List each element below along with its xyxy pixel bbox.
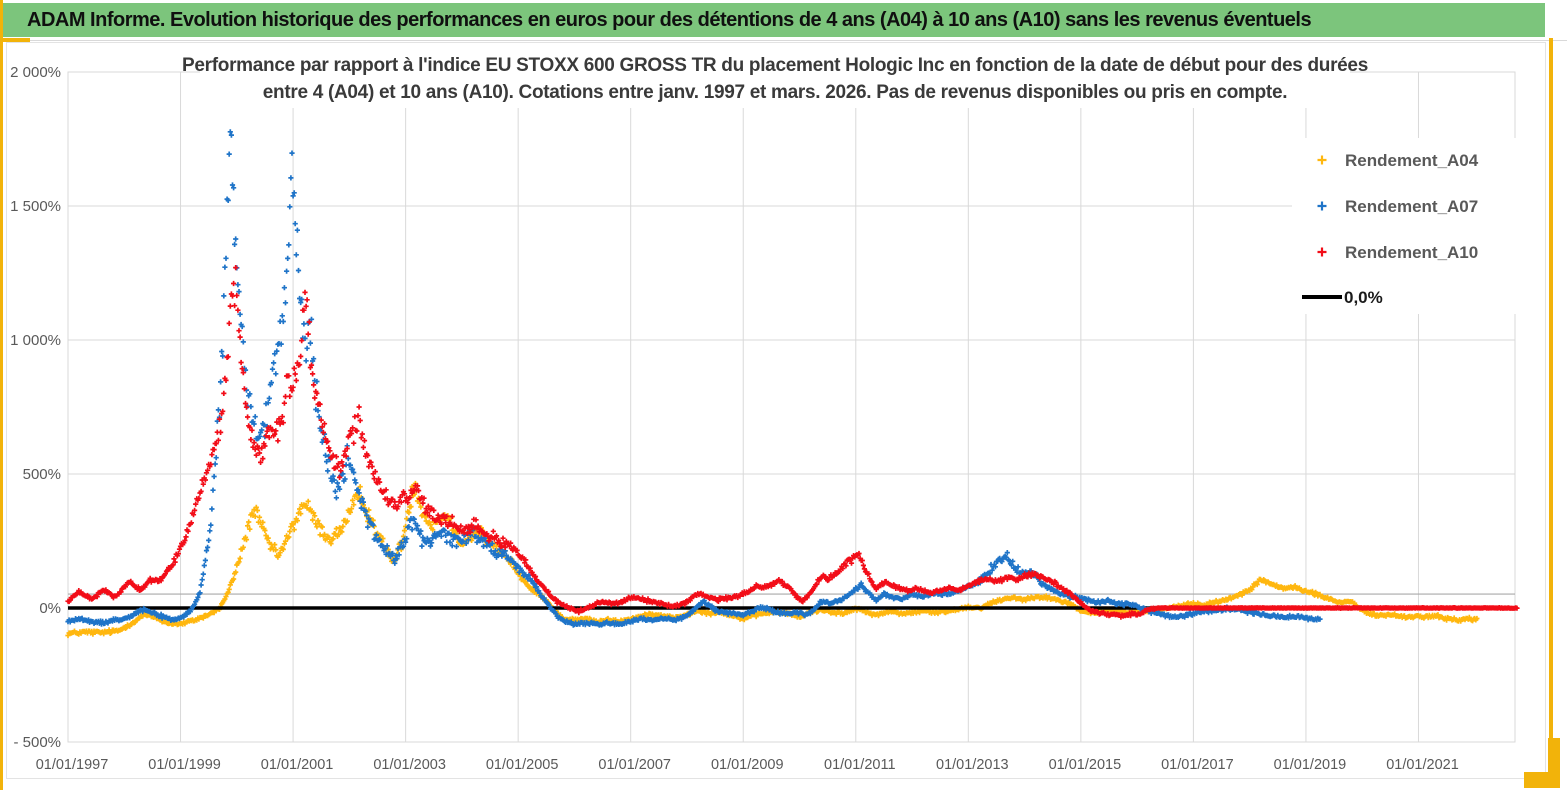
legend-label: Rendement_A07 xyxy=(1345,197,1478,216)
report-header: ADAM Informe. Evolution historique des p… xyxy=(3,3,1545,37)
accent-header-dash xyxy=(3,38,30,42)
chart-title-line2: entre 4 (A04) et 10 ans (A10). Cotations… xyxy=(263,82,1287,103)
y-axis-tick-label: - 500% xyxy=(13,734,61,751)
y-axis-tick-label: 0% xyxy=(39,600,61,617)
x-axis-tick-label: 01/01/2013 xyxy=(936,757,1009,773)
x-axis-tick-label: 01/01/2001 xyxy=(261,757,334,773)
accent-left-border xyxy=(0,0,3,790)
x-axis-tick-label: 01/01/2015 xyxy=(1049,757,1122,773)
chart-area: Performance par rapport à l'indice EU ST… xyxy=(6,42,1546,779)
x-axis-tick-label: 01/01/1999 xyxy=(148,757,221,773)
x-axis-tick-label: 01/01/2003 xyxy=(373,757,446,773)
report-title: ADAM Informe. Evolution historique des p… xyxy=(27,8,1312,31)
x-axis-tick-label: 01/01/2007 xyxy=(598,757,671,773)
x-axis-tick-label: 01/01/1997 xyxy=(36,757,109,773)
series-Rendement_A07 xyxy=(65,129,1323,628)
x-axis-tick-label: 01/01/2021 xyxy=(1386,757,1459,773)
x-axis-tick-label: 01/01/2009 xyxy=(711,757,784,773)
legend-marker-Rendement_A04 xyxy=(1317,155,1327,165)
scatter-series xyxy=(65,129,1520,639)
legend-label: Rendement_A10 xyxy=(1345,243,1478,262)
legend-backdrop xyxy=(1292,138,1532,314)
accent-corner-horizontal xyxy=(1524,772,1560,788)
y-axis-tick-label: 1 500% xyxy=(10,198,61,215)
y-axis-tick-label: 500% xyxy=(23,466,61,483)
x-axis-tick-label: 01/01/2019 xyxy=(1274,757,1347,773)
legend-label: Rendement_A04 xyxy=(1345,151,1479,170)
header-divider xyxy=(0,40,1567,41)
series-Rendement_A10 xyxy=(65,265,1520,620)
chart-legend: Rendement_A04 Rendement_A07 Rendement_A10 0… xyxy=(1292,138,1532,314)
chart-title-line1: Performance par rapport à l'indice EU ST… xyxy=(182,55,1368,76)
y-axis-tick-label: 2 000% xyxy=(10,64,61,81)
title-backdrop xyxy=(200,50,1350,108)
legend-marker-Rendement_A07 xyxy=(1317,201,1327,211)
x-axis-tick-label: 01/01/2005 xyxy=(486,757,559,773)
legend-marker-Rendement_A10 xyxy=(1317,247,1327,257)
y-axis-tick-label: 1 000% xyxy=(10,332,61,349)
axis-labels: 2 000% 1 500% 1 000% 500% 0% - 500% 01/01/1997… xyxy=(10,64,1459,773)
performance-chart-svg: Performance par rapport à l'indice EU ST… xyxy=(10,50,1532,773)
accent-right-border xyxy=(1549,38,1553,740)
legend-label: 0,0% xyxy=(1344,288,1383,307)
x-axis-tick-label: 01/01/2011 xyxy=(824,757,896,773)
x-axis-tick-label: 01/01/2017 xyxy=(1161,757,1234,773)
